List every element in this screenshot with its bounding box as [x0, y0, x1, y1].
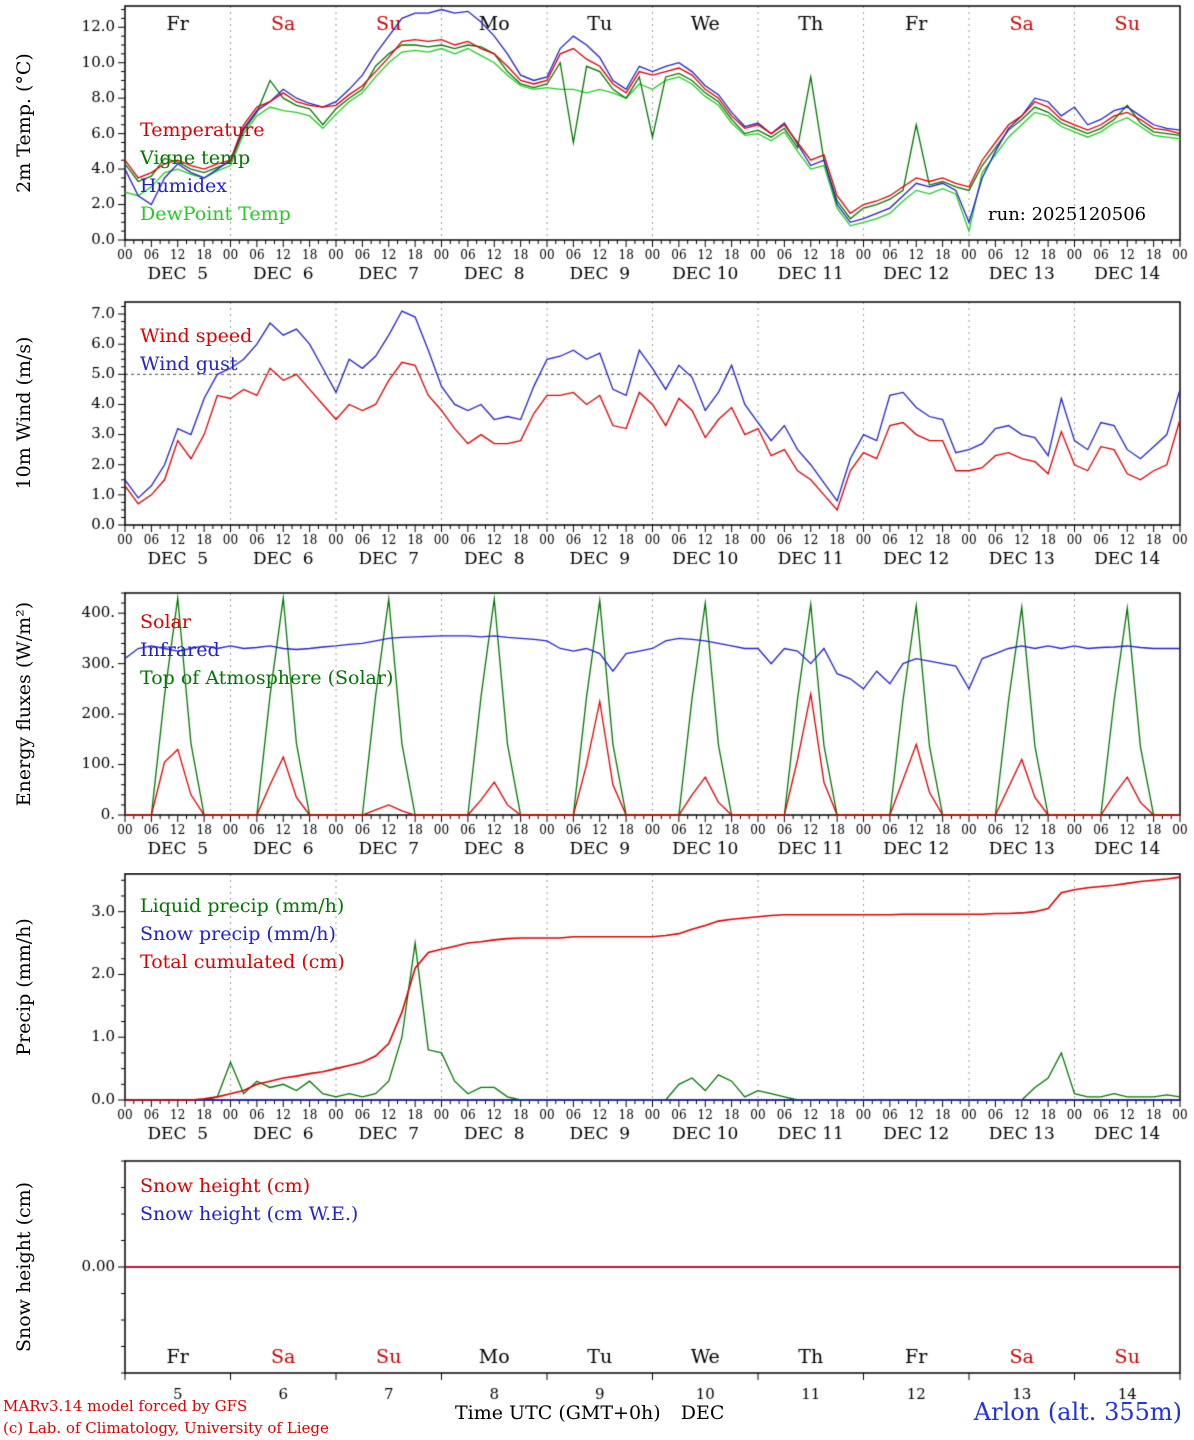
precip-legend: Liquid precip (mm/h) Snow precip (mm/h) To…: [140, 892, 345, 976]
legend-item: Humidex: [140, 175, 228, 197]
legend-item: DewPoint Temp: [140, 203, 291, 225]
temp-legend: Temperature Vigne temp Humidex DewPoint Tem…: [140, 116, 291, 228]
wind-legend: Wind speed Wind gust: [140, 322, 252, 378]
snow-axis-title: Snow height (cm): [13, 1181, 35, 1353]
flux-legend: Solar Infrared Top of Atmosphere (Solar): [140, 608, 393, 692]
legend-item: Total cumulated (cm): [140, 951, 345, 973]
legend-item: Snow height (cm W.E.): [140, 1203, 359, 1225]
x-axis-title-text: Time UTC (GMT+0h): [455, 1402, 661, 1424]
wind-panel-canvas: [0, 295, 1194, 587]
legend-item: Temperature: [140, 119, 265, 141]
legend-item: Top of Atmosphere (Solar): [140, 667, 394, 689]
station-label: Arlon (alt. 355m): [973, 1398, 1182, 1426]
legend-item: Wind speed: [140, 325, 253, 347]
legend-item: Infrared: [140, 639, 220, 661]
flux-panel-canvas: [0, 587, 1194, 873]
flux-axis-title: Energy fluxes (W/m²): [13, 601, 35, 807]
precip-panel-canvas: [0, 873, 1194, 1155]
legend-item: Wind gust: [140, 353, 238, 375]
legend-item: Solar: [140, 611, 191, 633]
x-axis-month-label: DEC: [680, 1402, 725, 1424]
legend-item: Liquid precip (mm/h): [140, 895, 345, 917]
legend-item: Snow precip (mm/h): [140, 923, 336, 945]
lab-credit: (c) Lab. of Climatology, University of L…: [3, 1419, 329, 1437]
snow-legend: Snow height (cm) Snow height (cm W.E.): [140, 1172, 358, 1228]
snow-panel-canvas: [0, 1155, 1194, 1440]
model-credit: MARv3.14 model forced by GFS: [3, 1397, 248, 1415]
x-axis-title: Time UTC (GMT+0h) DEC: [455, 1402, 724, 1424]
legend-item: Snow height (cm): [140, 1175, 311, 1197]
wind-axis-title: 10m Wind (m/s): [13, 336, 35, 490]
legend-item: Vigne temp: [140, 147, 251, 169]
temp-panel-canvas: [0, 0, 1194, 295]
precip-axis-title: Precip (mm/h): [13, 918, 35, 1056]
run-label: run: 2025120506: [988, 204, 1147, 225]
temp-axis-title: 2m Temp. (°C): [13, 53, 35, 193]
